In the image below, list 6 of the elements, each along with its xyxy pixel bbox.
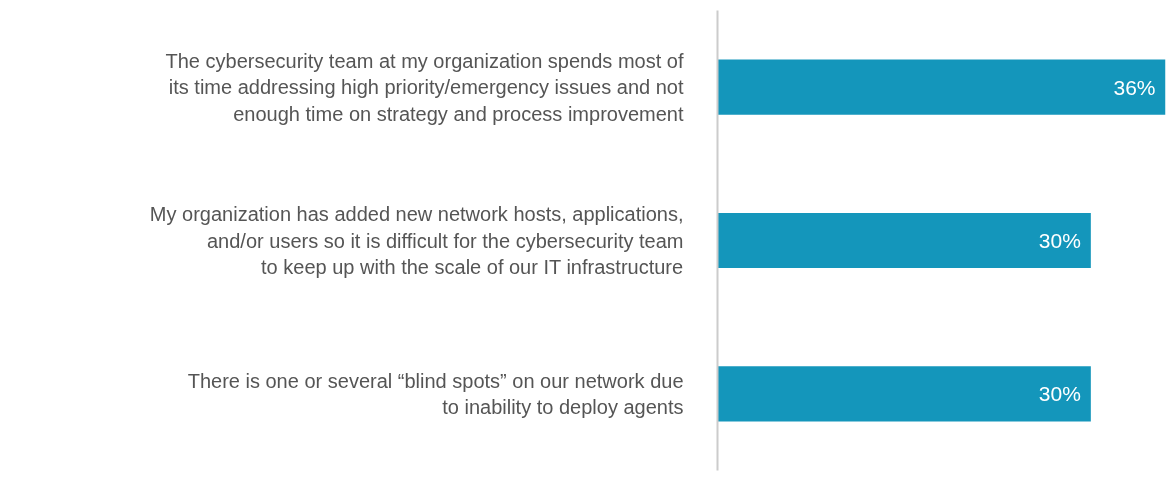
- data-label: 36%: [1113, 75, 1156, 99]
- data-label: 30%: [1038, 229, 1081, 252]
- y-tick-label: The cybersecurity team at my organization spends most of its time addressing high priority/emergency issues and not enough time on strategy and process improvement: [165, 49, 684, 125]
- data-label: 30%: [1038, 382, 1081, 406]
- y-tick-label: There is one or several “blind spots” on our network due to inability to deploy agents: [187, 369, 684, 419]
- y-tick-label: My organization has added new network hosts, applications, and/or users so it is difficult for the cybersecurity team to keep up with the scale of our IT infrastructure: [149, 203, 684, 278]
